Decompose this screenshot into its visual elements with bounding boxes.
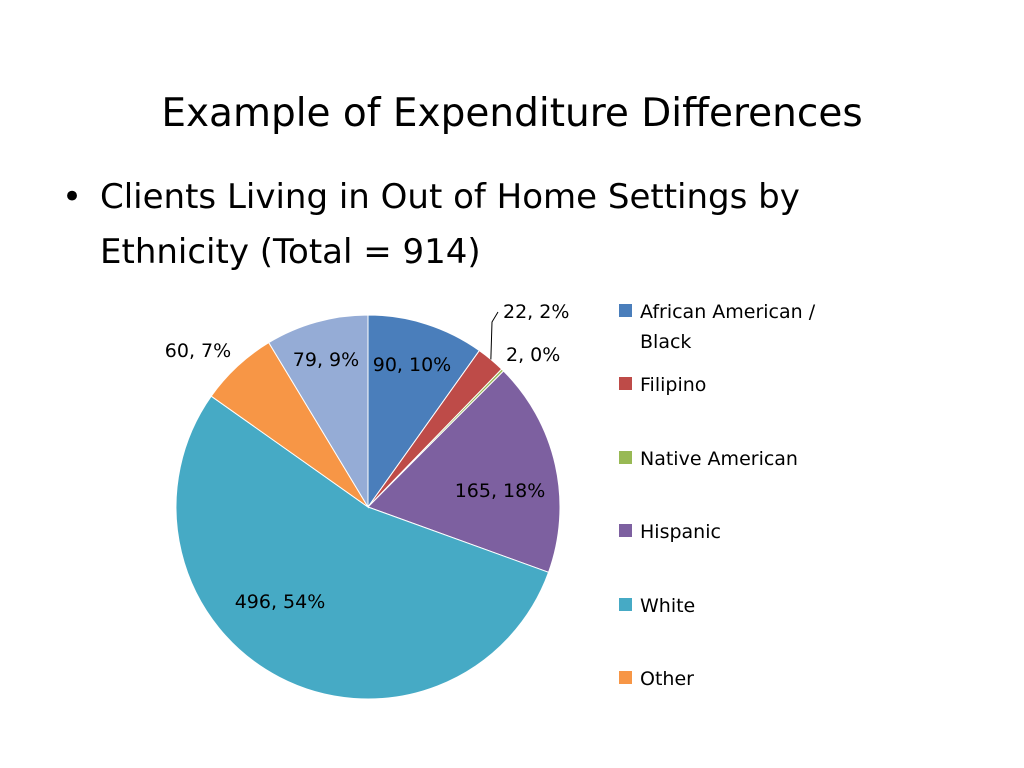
bullet-point: • Clients Living in Out of Home Settings… [62,170,942,280]
legend-swatch-hispanic [619,524,632,537]
legend-swatch-african-american-black [619,304,632,317]
data-label-4: 165, 18% [455,480,546,502]
data-label-6: 60, 7% [165,340,231,362]
legend: African American / Black Filipino Native Am… [619,301,816,690]
legend-label-filipino: Filipino [640,374,706,396]
pie-slices [175,314,561,700]
slide-title: Example of Expenditure Differences [161,91,863,136]
data-label-3: 2, 0% [506,344,560,366]
leader-line-2 [490,311,499,360]
pie-slice-white [175,395,550,700]
bullet-marker: • [62,177,83,217]
pie-slice-hispanic [367,370,561,573]
legend-swatch-white [619,598,632,611]
legend-swatch-filipino [619,377,632,390]
data-labels: 90, 10% 22, 2% 2, 0% 165, 18% 496, 54% 60, 7%… [165,301,570,613]
legend-label-hispanic: Hispanic [640,521,721,543]
data-label-5: 496, 54% [235,591,326,613]
pie-slice-series-7 [268,314,369,509]
data-label-7: 79, 9% [293,349,359,371]
legend-swatch-native-american [619,451,632,464]
bullet-text: Clients Living in Out of Home Settings b… [100,177,800,272]
legend-label-white: White [640,595,695,617]
legend-label-native-american: Native American [640,448,798,470]
data-label-2: 22, 2% [503,301,569,323]
legend-swatch-other [619,671,632,684]
data-label-1: 90, 10% [373,354,452,376]
legend-label-other: Other [640,668,694,690]
leader-lines [490,311,499,360]
legend-label-african-american-black: African American / Black [640,301,816,353]
pie-slice-african-american-black [367,314,481,509]
